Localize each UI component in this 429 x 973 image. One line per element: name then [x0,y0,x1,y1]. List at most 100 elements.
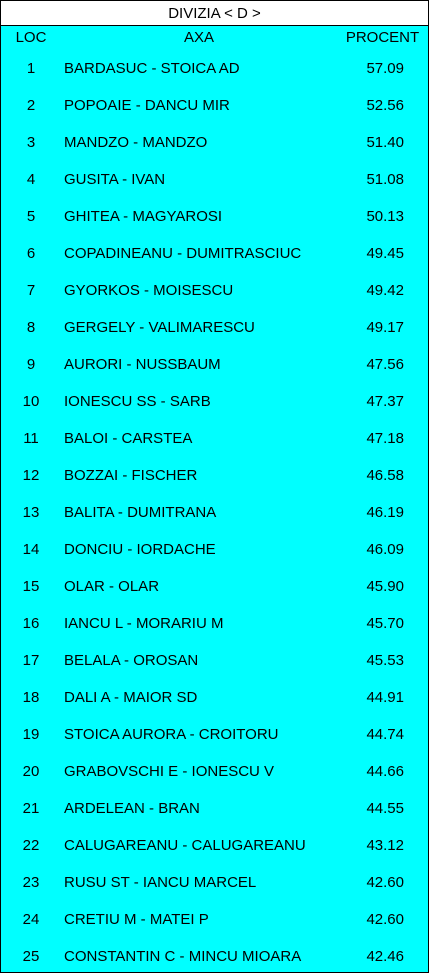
row-procent: 49.42 [366,282,404,299]
row-loc: 4 [26,171,36,188]
row-procent: 52.56 [366,97,404,114]
row-procent: 47.18 [366,430,404,447]
row-loc: 23 [22,874,40,891]
row-loc: 24 [22,911,40,928]
row-procent: 43.12 [366,837,404,854]
table-row: 9 AURORI - NUSSBAUM 47.56 [1,346,428,383]
row-loc: 25 [22,948,40,965]
table-row: 19 STOICA AURORA - CROITORU 44.74 [1,716,428,753]
row-loc: 19 [22,726,40,743]
row-loc: 18 [22,689,40,706]
row-loc: 21 [22,800,40,817]
row-axa: IONESCU SS - SARB [64,393,211,410]
row-loc: 9 [26,356,36,373]
row-procent: 50.13 [366,208,404,225]
row-loc: 3 [26,134,36,151]
table-row: 20 GRABOVSCHI E - IONESCU V 44.66 [1,753,428,790]
table-row: 24 CRETIU M - MATEI P 42.60 [1,901,428,938]
row-axa: AURORI - NUSSBAUM [64,356,221,373]
row-loc: 17 [22,652,40,669]
row-procent: 44.74 [366,726,404,743]
row-procent: 57.09 [366,60,404,77]
table-row: 23 RUSU ST - IANCU MARCEL 42.60 [1,864,428,901]
table-row: 13 BALITA - DUMITRANA 46.19 [1,494,428,531]
table-row: 6 COPADINEANU - DUMITRASCIUC 49.45 [1,235,428,272]
row-axa: BALITA - DUMITRANA [64,504,217,521]
row-procent: 45.53 [366,652,404,669]
table-row: 12 BOZZAI - FISCHER 46.58 [1,457,428,494]
row-procent: 49.45 [366,245,404,262]
row-procent: 51.40 [366,134,404,151]
row-loc: 7 [26,282,36,299]
table-row: 5 GHITEA - MAGYAROSI 50.13 [1,198,428,235]
table-row: 8 GERGELY - VALIMARESCU 49.17 [1,309,428,346]
table-row: 22 CALUGAREANU - CALUGAREANU 43.12 [1,827,428,864]
table-row: 3 MANDZO - MANDZO 51.40 [1,124,428,161]
row-axa: IANCU L - MORARIU M [64,615,224,632]
table-row: 11 BALOI - CARSTEA 47.18 [1,420,428,457]
row-axa: GERGELY - VALIMARESCU [64,319,255,336]
row-loc: 10 [22,393,40,410]
table-row: 25 CONSTANTIN C - MINCU MIOARA 42.46 [1,938,428,972]
row-procent: 46.19 [366,504,404,521]
table-row: 16 IANCU L - MORARIU M 45.70 [1,605,428,642]
row-procent: 42.60 [366,874,404,891]
row-procent: 42.46 [366,948,404,965]
row-loc: 20 [22,763,40,780]
row-axa: COPADINEANU - DUMITRASCIUC [64,245,302,262]
table-row: 21 ARDELEAN - BRAN 44.55 [1,790,428,827]
table-row: 15 OLAR - OLAR 45.90 [1,568,428,605]
row-loc: 16 [22,615,40,632]
row-axa: GHITEA - MAGYAROSI [64,208,223,225]
header-axa: AXA [183,29,214,46]
row-axa: RUSU ST - IANCU MARCEL [64,874,257,891]
row-axa: ARDELEAN - BRAN [64,800,200,817]
row-axa: OLAR - OLAR [64,578,160,595]
row-procent: 46.58 [366,467,404,484]
table-row: 17 BELALA - OROSAN 45.53 [1,642,428,679]
row-axa: STOICA AURORA - CROITORU [64,726,279,743]
header-procent: PROCENT [345,29,420,46]
row-loc: 15 [22,578,40,595]
row-procent: 51.08 [366,171,404,188]
row-axa: MANDZO - MANDZO [64,134,208,151]
table-header: LOC AXA PROCENT [1,26,428,50]
row-loc: 8 [26,319,36,336]
row-axa: GRABOVSCHI E - IONESCU V [64,763,275,780]
row-axa: CRETIU M - MATEI P [64,911,209,928]
row-axa: CALUGAREANU - CALUGAREANU [64,837,306,854]
row-loc: 2 [26,97,36,114]
row-procent: 42.60 [366,911,404,928]
row-axa: BELALA - OROSAN [64,652,199,669]
row-axa: CONSTANTIN C - MINCU MIOARA [64,948,302,965]
row-procent: 45.90 [366,578,404,595]
row-procent: 47.37 [366,393,404,410]
table-row: 1 BARDASUC - STOICA AD 57.09 [1,50,428,87]
row-loc: 6 [26,245,36,262]
row-axa: POPOAIE - DANCU MIR [64,97,230,114]
row-procent: 45.70 [366,615,404,632]
table-title: DIVIZIA < D > [1,1,428,26]
row-loc: 1 [26,60,36,77]
header-loc: LOC [15,29,47,46]
table-row: 18 DALI A - MAIOR SD 44.91 [1,679,428,716]
row-axa: DALI A - MAIOR SD [64,689,198,706]
table-body: 1 BARDASUC - STOICA AD 57.09 2 POPOAIE - DAN… [1,50,428,972]
row-loc: 12 [22,467,40,484]
row-procent: 44.91 [366,689,404,706]
row-axa: BOZZAI - FISCHER [64,467,198,484]
row-loc: 22 [22,837,40,854]
row-loc: 14 [22,541,40,558]
row-axa: GUSITA - IVAN [64,171,166,188]
row-procent: 46.09 [366,541,404,558]
table-row: 2 POPOAIE - DANCU MIR 52.56 [1,87,428,124]
row-loc: 5 [26,208,36,225]
row-loc: 13 [22,504,40,521]
row-procent: 49.17 [366,319,404,336]
table-row: 7 GYORKOS - MOISESCU 49.42 [1,272,428,309]
row-axa: BALOI - CARSTEA [64,430,193,447]
row-axa: GYORKOS - MOISESCU [64,282,234,299]
row-loc: 11 [23,430,39,447]
row-procent: 44.55 [366,800,404,817]
